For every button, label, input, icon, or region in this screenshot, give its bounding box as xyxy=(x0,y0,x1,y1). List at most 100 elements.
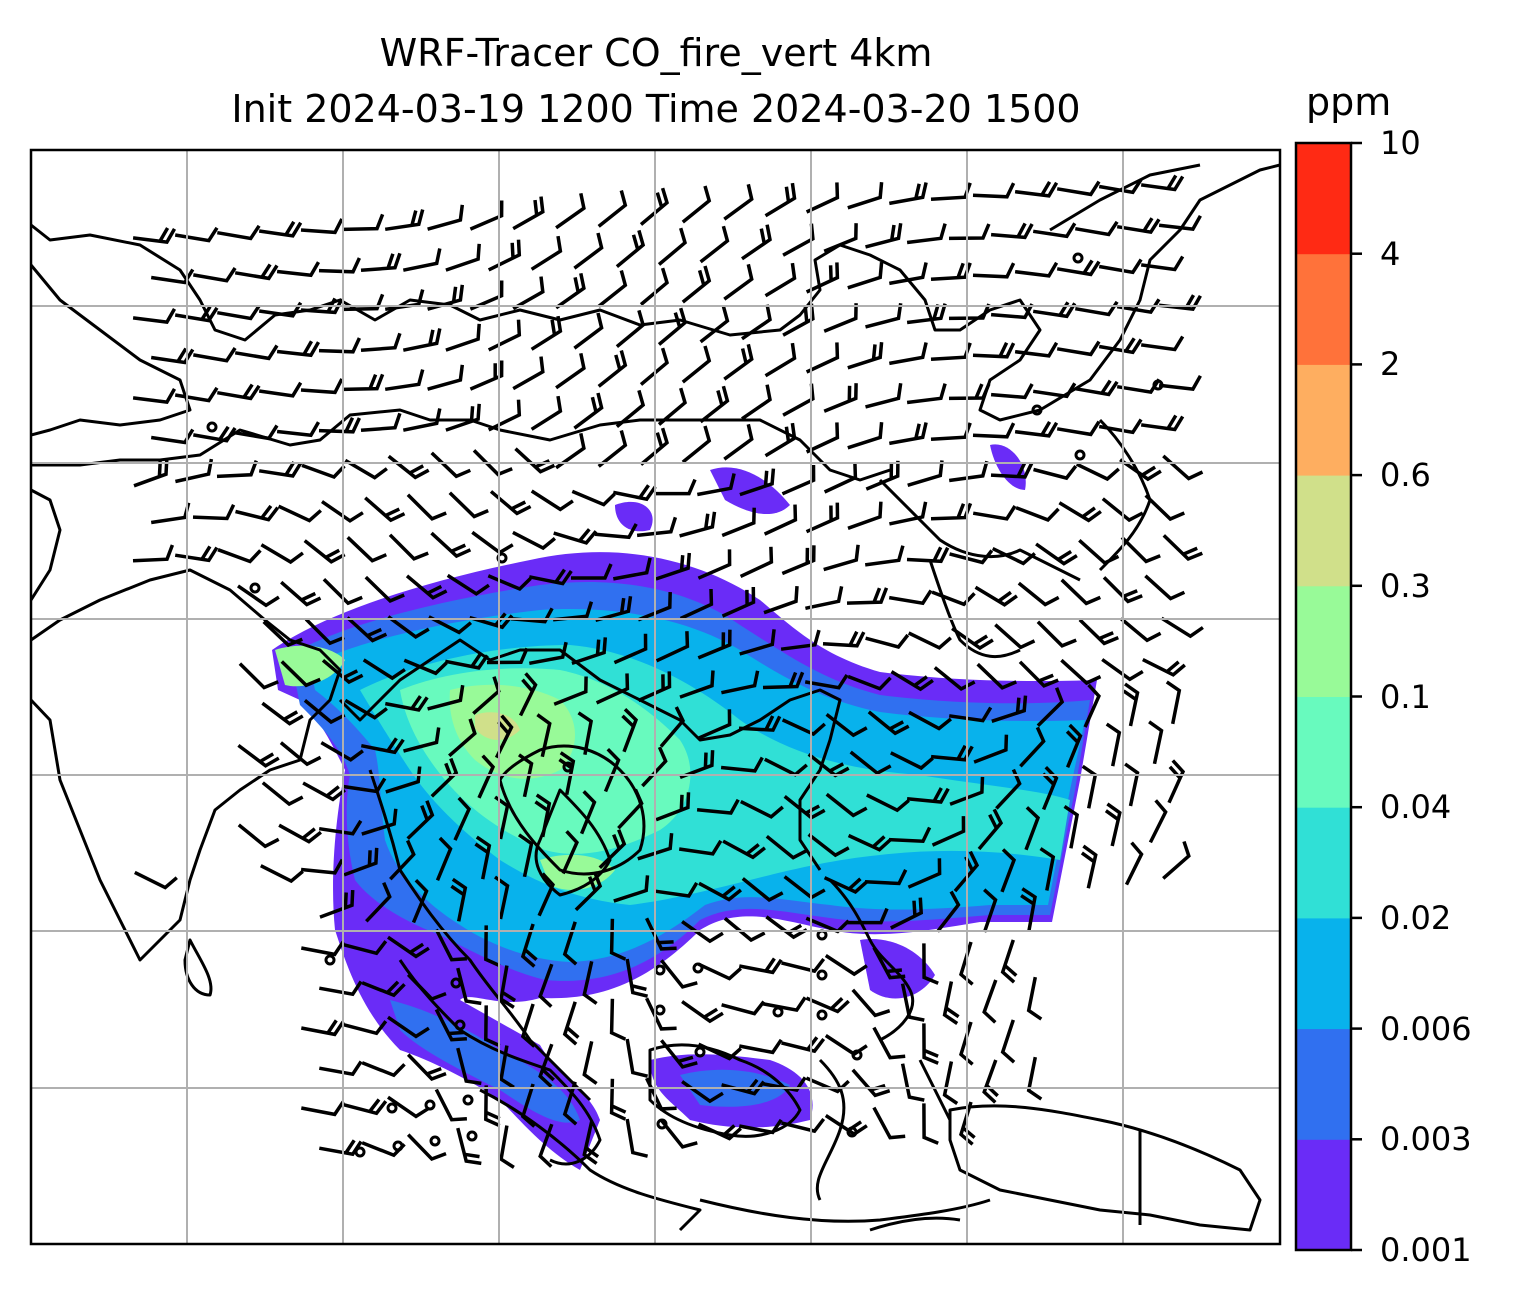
wind-barb xyxy=(1142,658,1186,677)
colorbar xyxy=(1296,141,1362,1252)
wind-barb xyxy=(555,272,586,310)
wind-barb xyxy=(697,1042,742,1061)
wind-barb xyxy=(1020,887,1037,931)
wind-barb xyxy=(456,1047,482,1086)
wind-barb xyxy=(279,741,322,767)
wind-barb xyxy=(192,504,236,521)
wind-barb xyxy=(930,182,972,201)
wind-barb xyxy=(660,1039,698,1069)
wind-barb xyxy=(573,232,604,270)
wind-barb xyxy=(888,422,928,446)
wind-barb xyxy=(1167,759,1186,804)
wind-barb xyxy=(888,826,932,844)
wind-barb xyxy=(805,182,840,214)
wind-barb xyxy=(781,1036,826,1054)
wind-barb xyxy=(679,511,717,538)
wind-barb xyxy=(609,998,627,1041)
wind-barb xyxy=(699,385,730,424)
wind-barb xyxy=(764,262,797,298)
wind-barb xyxy=(597,190,628,228)
wind-barb xyxy=(991,695,1028,723)
colorbar-band xyxy=(1296,585,1351,697)
wind-barb xyxy=(805,1076,850,1094)
wind-barb xyxy=(823,876,868,894)
wind-barb xyxy=(534,793,552,838)
wind-barb xyxy=(621,708,639,753)
wind-barb xyxy=(781,545,816,576)
wind-barb xyxy=(1026,976,1043,1021)
wind-barb xyxy=(406,493,447,521)
wind-barb xyxy=(807,833,850,858)
wind-barb xyxy=(193,267,237,283)
wind-barb xyxy=(655,552,692,581)
wind-barb xyxy=(538,1043,555,1088)
wind-barb xyxy=(721,670,760,695)
wind-barb xyxy=(781,718,826,737)
wind-barb xyxy=(448,718,477,758)
wind-barb xyxy=(900,1063,925,1102)
wind-barb xyxy=(1014,181,1059,198)
wind-barb xyxy=(538,1123,554,1168)
wind-barb xyxy=(430,451,471,479)
wind-barb xyxy=(931,590,976,607)
colorbar-band xyxy=(1296,143,1351,255)
wind-barb xyxy=(277,504,322,523)
wind-barb xyxy=(342,777,387,794)
wind-barb xyxy=(681,265,712,304)
wind-barb xyxy=(1158,374,1202,391)
wind-barb xyxy=(405,574,448,600)
wind-barb xyxy=(922,1023,939,1065)
wind-barb xyxy=(1140,335,1185,352)
wind-barb xyxy=(406,973,447,1002)
wind-barb xyxy=(889,501,928,526)
wind-barb xyxy=(1124,841,1144,886)
wind-barb xyxy=(595,595,633,622)
wind-barb xyxy=(217,383,261,401)
wind-barb xyxy=(360,737,405,755)
wind-barb xyxy=(805,586,844,611)
wind-barb xyxy=(720,756,764,773)
wind-barb xyxy=(474,835,492,880)
wind-barb xyxy=(361,808,398,836)
wind-barb xyxy=(1078,618,1119,646)
wind-barb xyxy=(1098,178,1143,195)
wind-barb xyxy=(762,671,805,690)
wind-barb xyxy=(739,629,776,656)
wind-barb xyxy=(847,342,884,370)
wind-barb xyxy=(562,1081,578,1126)
wind-barb xyxy=(456,1127,482,1166)
wind-barb xyxy=(512,196,545,231)
wind-barb xyxy=(471,530,514,555)
wind-barb xyxy=(1075,462,1120,482)
wind-barb xyxy=(888,182,928,206)
wind-barb xyxy=(150,268,195,285)
wind-barb xyxy=(577,711,594,756)
wind-barb xyxy=(1075,220,1119,237)
wind-barb xyxy=(403,727,441,753)
wind-barb xyxy=(1063,804,1080,849)
wind-barb xyxy=(625,958,649,998)
wind-barb xyxy=(1015,506,1060,522)
wind-barb xyxy=(657,387,688,426)
wind-barbs xyxy=(132,174,1204,1169)
wind-barb xyxy=(1000,848,1017,893)
wind-barb xyxy=(387,1095,430,1119)
wind-barb xyxy=(553,528,598,545)
map-title-line1: WRF-Tracer CO_fire_vert 4km xyxy=(379,31,933,75)
wind-barb xyxy=(782,303,815,337)
plot-area xyxy=(31,150,1280,1244)
wind-barb xyxy=(1075,300,1119,317)
wind-barb xyxy=(499,1045,515,1089)
wind-barb xyxy=(865,460,900,491)
wind-barb xyxy=(1000,1019,1016,1064)
wind-barb xyxy=(1101,658,1144,682)
wind-barb xyxy=(1162,840,1191,880)
wind-barb xyxy=(280,660,321,688)
wind-barb xyxy=(908,710,952,731)
wind-barb xyxy=(304,617,345,646)
wind-barb xyxy=(738,1118,783,1135)
wind-barb xyxy=(536,713,552,758)
wind-barb xyxy=(235,504,280,522)
wind-barb xyxy=(763,585,799,615)
wind-barb xyxy=(320,741,364,762)
